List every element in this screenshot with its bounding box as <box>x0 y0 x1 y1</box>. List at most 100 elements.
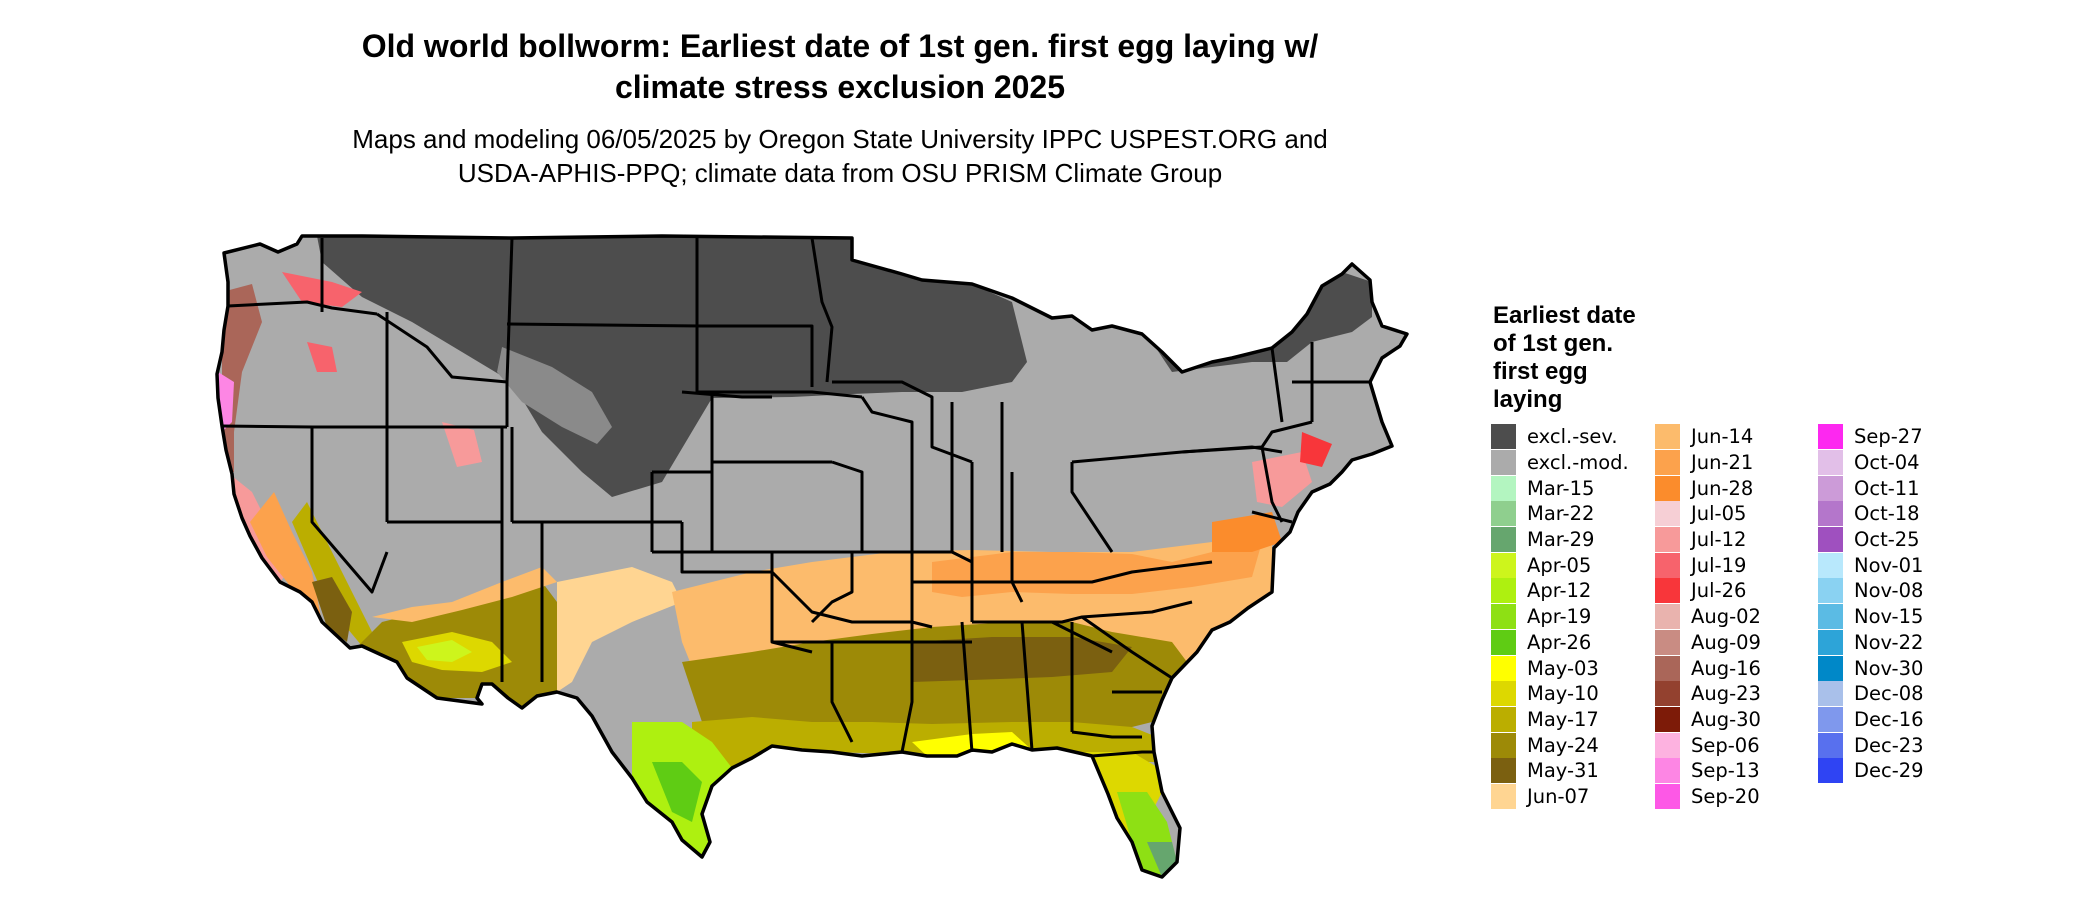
legend-item: Oct-11 <box>1818 475 1924 501</box>
map-subtitle-line-2: USDA-APHIS-PPQ; climate data from OSU PR… <box>457 158 1223 188</box>
legend-item: Nov-01 <box>1818 552 1924 578</box>
legend-label: May-24 <box>1527 733 1599 757</box>
legend-label: Nov-01 <box>1854 553 1924 577</box>
legend-title-line: laying <box>1493 386 1563 413</box>
legend-item: Dec-08 <box>1818 681 1924 707</box>
legend-swatch <box>1655 552 1680 578</box>
legend-label: Sep-13 <box>1691 759 1760 783</box>
legend-item: excl.-sev. <box>1491 424 1629 450</box>
legend-title-line: Earliest date <box>1493 302 1636 329</box>
legend-label: Jul-12 <box>1691 528 1747 552</box>
legend-item: Oct-04 <box>1818 450 1924 476</box>
legend-label: Aug-09 <box>1691 630 1761 654</box>
map-subtitle: Maps and modeling 06/05/2025 by Oregon S… <box>270 122 1410 190</box>
legend-label: Sep-06 <box>1691 733 1760 757</box>
legend-label: Jun-14 <box>1691 425 1754 449</box>
legend-label: Aug-30 <box>1691 707 1761 731</box>
legend-label: Aug-23 <box>1691 682 1761 706</box>
legend-label: Mar-22 <box>1527 502 1595 526</box>
legend-swatch <box>1491 475 1516 501</box>
legend-item: Aug-30 <box>1655 706 1761 733</box>
legend-swatch <box>1655 450 1680 476</box>
legend-swatch <box>1491 655 1516 681</box>
legend-item: Sep-27 <box>1818 424 1924 450</box>
legend-label: Jul-05 <box>1691 502 1747 526</box>
legend-swatch <box>1491 501 1516 527</box>
legend-label: May-10 <box>1527 682 1599 706</box>
legend-label: Oct-25 <box>1854 528 1920 552</box>
legend-swatch <box>1655 655 1680 681</box>
legend-item: Sep-13 <box>1655 758 1761 784</box>
legend-item: Aug-02 <box>1655 604 1761 630</box>
legend-swatch <box>1655 578 1680 604</box>
legend-label: Mar-29 <box>1527 528 1595 552</box>
legend-label: Apr-19 <box>1527 605 1592 629</box>
legend-item: Aug-23 <box>1655 681 1761 707</box>
legend-swatch <box>1491 629 1516 655</box>
legend-item: Nov-15 <box>1818 604 1924 630</box>
legend-item: Jun-28 <box>1655 475 1761 501</box>
legend-label: May-17 <box>1527 707 1599 731</box>
legend-label: Aug-02 <box>1691 605 1761 629</box>
legend-title-line: of 1st gen. <box>1493 330 1614 357</box>
legend-label: May-31 <box>1527 759 1599 783</box>
legend-item: Dec-29 <box>1818 758 1924 784</box>
legend-label: excl.-sev. <box>1527 425 1618 449</box>
legend-item: Mar-29 <box>1491 527 1629 553</box>
legend-swatch <box>1491 450 1516 476</box>
legend-label: Aug-16 <box>1691 656 1761 680</box>
legend-item: May-10 <box>1491 681 1629 707</box>
us-map <box>215 234 1409 879</box>
legend-item: Jun-21 <box>1655 450 1761 476</box>
legend-label: Jun-07 <box>1527 784 1590 808</box>
legend-swatch <box>1491 527 1516 553</box>
legend-swatch <box>1655 604 1680 630</box>
legend-item: Aug-09 <box>1655 629 1761 656</box>
legend-label: Sep-27 <box>1854 425 1923 449</box>
map-title-line-1: Old world bollworm: Earliest date of 1st… <box>361 28 1319 64</box>
legend-item: Mar-22 <box>1491 501 1629 527</box>
legend-swatch <box>1655 732 1680 758</box>
legend-swatch <box>1491 758 1516 784</box>
legend-swatch <box>1655 475 1680 501</box>
legend-item: Oct-25 <box>1818 527 1924 553</box>
legend-label: Oct-11 <box>1854 476 1920 500</box>
legend-swatch <box>1818 578 1843 604</box>
legend-label: Mar-15 <box>1527 476 1595 500</box>
legend-item: Aug-16 <box>1655 655 1761 681</box>
legend-swatch <box>1818 501 1843 527</box>
legend-label: Nov-22 <box>1854 630 1924 654</box>
legend-label: Jul-19 <box>1691 553 1747 577</box>
legend-swatch <box>1491 732 1516 758</box>
legend-item: Dec-23 <box>1818 732 1924 758</box>
legend-item: Jul-05 <box>1655 501 1761 527</box>
legend-swatch <box>1655 681 1680 707</box>
legend-label: May-03 <box>1527 656 1599 680</box>
legend-column: Jun-14 Jun-21 Jun-28 Jul-05 Jul-12 Jul-19 Jul-… <box>1655 424 1761 809</box>
legend-item: Mar-15 <box>1491 475 1629 501</box>
legend-item: May-24 <box>1491 732 1629 758</box>
legend-label: Dec-29 <box>1854 759 1924 783</box>
legend-item: Jul-19 <box>1655 552 1761 578</box>
legend-item: Jun-07 <box>1491 783 1629 810</box>
legend-label: Sep-20 <box>1691 784 1760 808</box>
legend-title: Earliest date of 1st gen. first egg layi… <box>1493 302 1693 414</box>
legend-item: May-17 <box>1491 706 1629 733</box>
legend-label: Apr-05 <box>1527 553 1592 577</box>
legend-title-line: first egg <box>1493 358 1588 385</box>
legend-label: Oct-18 <box>1854 502 1920 526</box>
legend-item: Nov-22 <box>1818 629 1924 656</box>
legend-swatch <box>1491 681 1516 707</box>
legend-item: May-03 <box>1491 655 1629 681</box>
legend-swatch <box>1491 783 1516 809</box>
legend-item: Dec-16 <box>1818 706 1924 733</box>
legend-label: Nov-30 <box>1854 656 1924 680</box>
legend-swatch <box>1818 450 1843 476</box>
legend-label: Dec-23 <box>1854 733 1924 757</box>
legend-label: Jun-28 <box>1691 476 1754 500</box>
legend-swatch <box>1491 578 1516 604</box>
legend-swatch <box>1491 604 1516 630</box>
legend-swatch <box>1655 706 1680 732</box>
legend-item: Apr-12 <box>1491 578 1629 604</box>
legend-label: Dec-08 <box>1854 682 1924 706</box>
